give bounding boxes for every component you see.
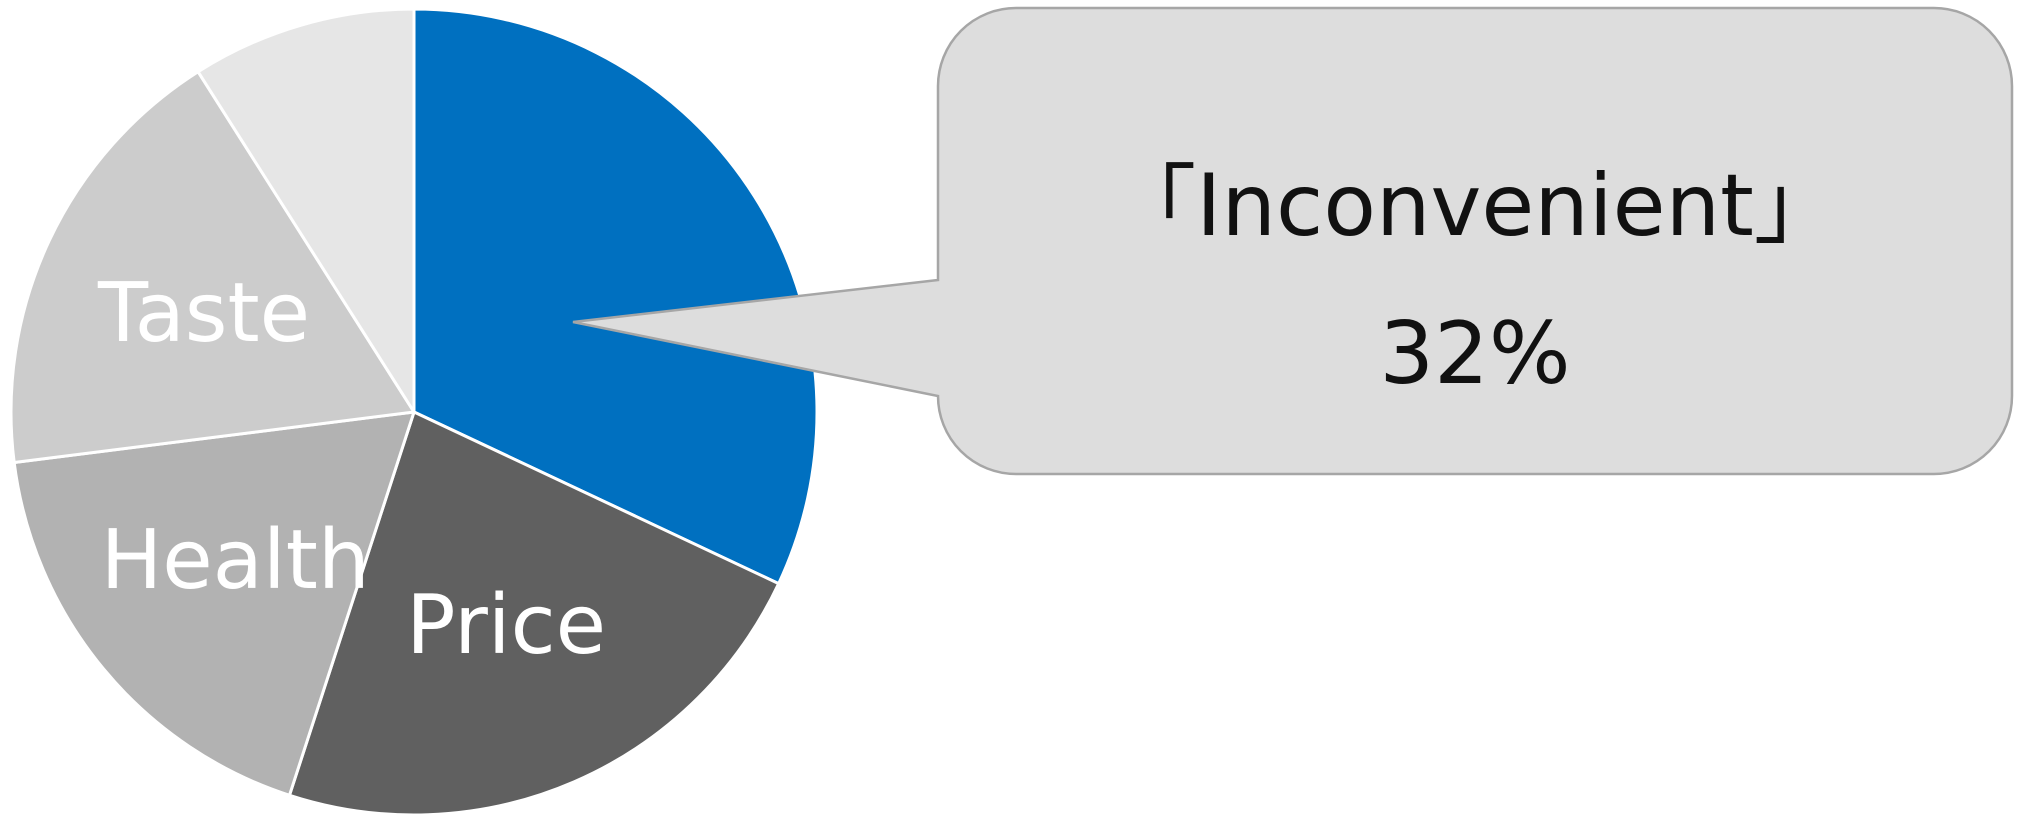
pie-slices	[9, 7, 819, 816]
callout-bubble	[572, 6, 2014, 476]
slice-label-1: Price	[406, 578, 606, 673]
callout-value: 32%	[1379, 304, 1570, 404]
pie-slice-4	[196, 7, 416, 414]
pie-slice-0	[412, 7, 819, 586]
pie-slice-1	[287, 410, 781, 816]
pie-labels: Price Health Taste	[97, 266, 606, 673]
callout: 「Inconvenient」 32%	[572, 6, 2014, 476]
slice-label-3: Taste	[97, 266, 310, 361]
pie-slice-3	[9, 70, 416, 465]
pie-slice-2	[12, 410, 416, 797]
slice-label-2: Health	[101, 513, 370, 608]
callout-title: 「Inconvenient」	[1110, 156, 1840, 256]
